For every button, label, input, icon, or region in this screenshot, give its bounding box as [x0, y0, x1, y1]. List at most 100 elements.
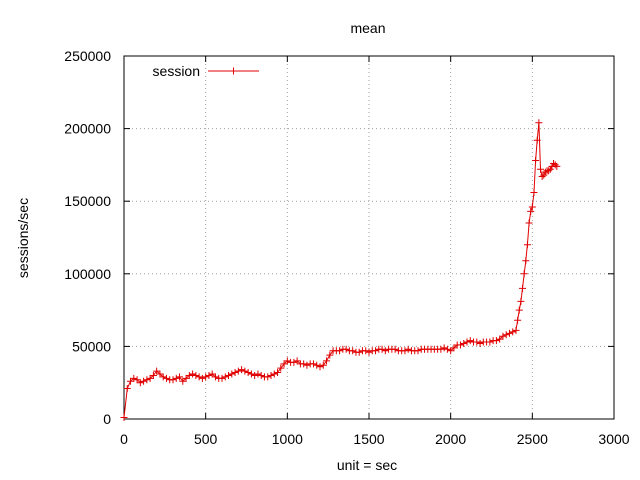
data-point: [404, 345, 412, 353]
data-point: [437, 345, 445, 353]
data-point: [533, 136, 541, 144]
data-point: [517, 297, 525, 305]
data-point: [136, 379, 144, 387]
x-tick-label: 3000: [598, 431, 629, 447]
data-point: [146, 374, 154, 382]
axis-ticks: 0 500 1000 1500 2000 2500 3000 0 50000 100000 1500…: [64, 48, 629, 447]
data-point: [553, 162, 561, 170]
data-point: [274, 369, 282, 377]
data-point: [538, 173, 546, 181]
data-point: [208, 370, 216, 378]
data-point: [550, 159, 558, 167]
data-point: [378, 345, 386, 353]
data-point: [172, 374, 180, 382]
y-tick-label: 150000: [64, 193, 111, 209]
x-tick-label: 2500: [517, 431, 548, 447]
data-point: [502, 331, 510, 339]
data-point: [316, 363, 324, 371]
data-point: [362, 347, 370, 355]
x-tick-label: 2000: [435, 431, 466, 447]
data-point: [381, 347, 389, 355]
data-point: [326, 351, 334, 359]
data-point: [257, 371, 265, 379]
data-point: [537, 165, 544, 173]
y-tick-label: 0: [103, 411, 111, 427]
data-point: [231, 369, 239, 377]
y-axis-label: sessions/sec: [15, 198, 31, 278]
data-point: [182, 374, 190, 382]
data-point: [234, 367, 242, 375]
data-point: [280, 360, 288, 368]
data-point: [300, 360, 308, 368]
data-point: [277, 364, 285, 372]
data-point: [133, 376, 141, 384]
legend-label-session: session: [153, 63, 200, 79]
data-point: [535, 119, 543, 127]
data-point: [218, 374, 226, 382]
data-point: [473, 338, 481, 346]
data-point: [551, 161, 559, 169]
data-point: [254, 370, 262, 378]
data-point: [528, 203, 536, 211]
data-point: [463, 338, 471, 346]
data-point: [140, 377, 148, 385]
data-point: [546, 165, 554, 173]
data-point: [505, 329, 513, 337]
data-point: [247, 370, 255, 378]
y-tick-label: 250000: [64, 48, 111, 64]
data-point: [519, 284, 527, 292]
x-axis-label: unit = sec: [337, 457, 397, 473]
data-point: [532, 157, 540, 165]
data-point: [283, 357, 291, 365]
data-point: [162, 374, 170, 382]
data-point: [512, 326, 520, 334]
data-point: [120, 414, 128, 422]
data-point: [228, 370, 236, 378]
x-tick-label: 1500: [353, 431, 384, 447]
data-point: [205, 371, 213, 379]
data-point: [509, 328, 517, 336]
data-point: [440, 344, 448, 352]
data-point: [342, 345, 350, 353]
data-point: [391, 345, 399, 353]
grid: [124, 56, 614, 419]
data-point: [401, 347, 409, 355]
data-point: [450, 344, 458, 352]
data-point: [143, 376, 151, 384]
series-points-session: [120, 119, 561, 422]
data-point: [520, 270, 528, 278]
data-point: [267, 371, 275, 379]
x-tick-label: 500: [194, 431, 218, 447]
data-point: [486, 338, 494, 346]
data-point: [127, 377, 135, 385]
data-point: [238, 366, 246, 374]
data-point: [221, 373, 229, 381]
data-point: [466, 337, 474, 345]
data-point: [456, 341, 464, 349]
data-point: [522, 257, 530, 265]
data-point: [159, 373, 167, 381]
data-point: [541, 168, 549, 176]
data-point: [189, 370, 197, 378]
data-point: [527, 207, 535, 215]
data-point: [149, 371, 157, 379]
legend-marker-session: [230, 67, 237, 75]
data-point: [211, 373, 219, 381]
data-point: [515, 306, 523, 314]
data-point: [176, 373, 184, 381]
data-point: [156, 370, 164, 378]
y-tick-label: 200000: [64, 121, 111, 137]
data-point: [198, 374, 206, 382]
data-point: [241, 367, 249, 375]
chart-title: mean: [350, 20, 385, 36]
data-point: [365, 348, 373, 356]
data-point: [319, 361, 327, 369]
data-point: [123, 385, 131, 393]
data-point: [313, 361, 321, 369]
data-point: [251, 371, 259, 379]
data-point: [179, 377, 187, 385]
series-layer: [120, 119, 561, 422]
data-point: [309, 360, 317, 368]
data-point: [130, 374, 138, 382]
